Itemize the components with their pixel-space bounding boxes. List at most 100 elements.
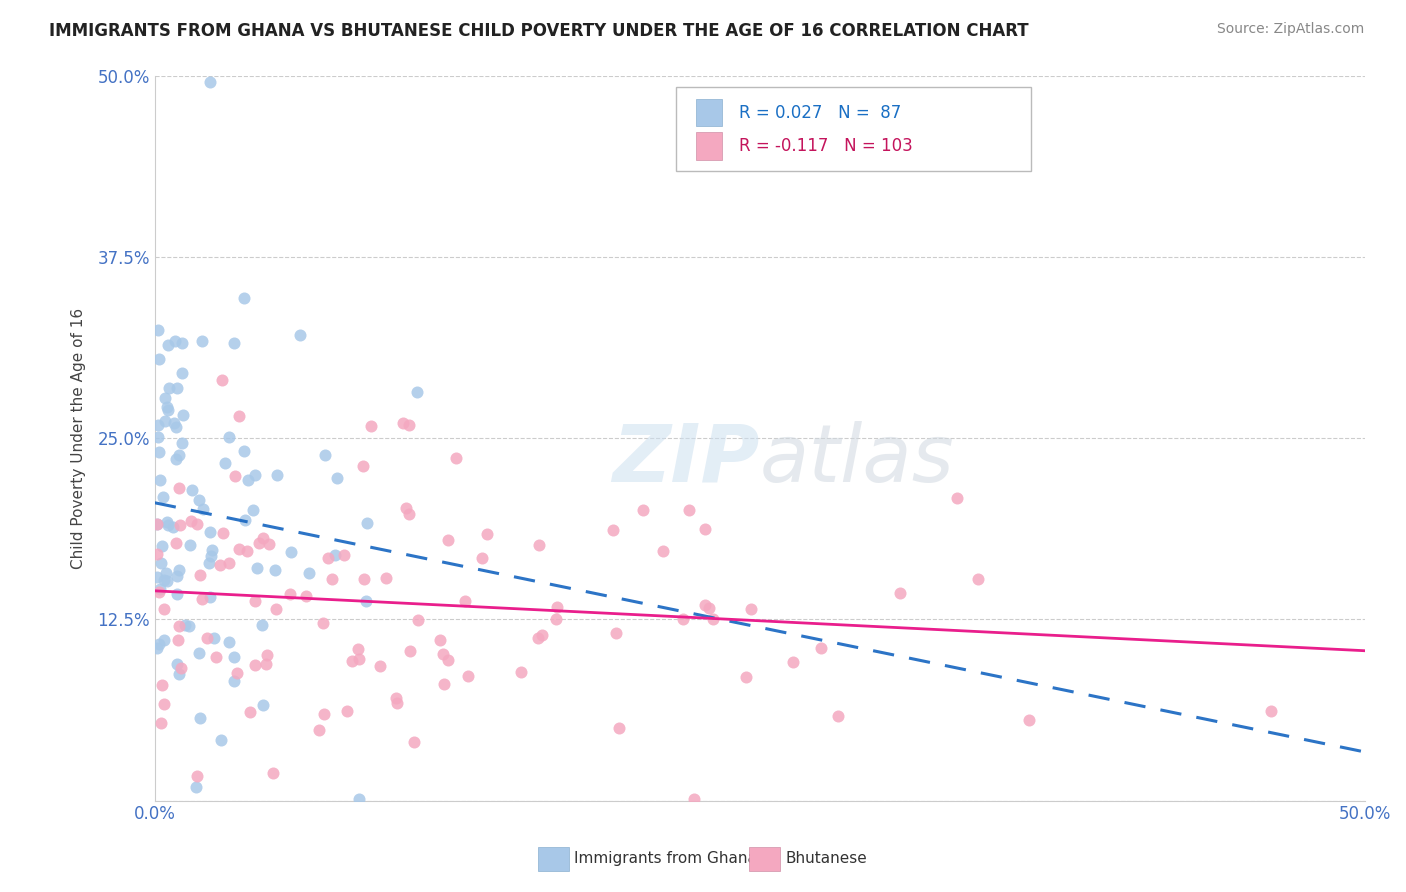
Point — [295, 590, 318, 604]
Text: Immigrants from Ghana: Immigrants from Ghana — [575, 852, 758, 866]
Point — [672, 612, 695, 626]
Point — [146, 570, 169, 584]
Point — [607, 721, 630, 735]
Point — [250, 617, 273, 632]
Point — [312, 616, 335, 631]
Point — [242, 503, 264, 517]
Point — [395, 501, 418, 516]
Point — [695, 522, 717, 536]
Point — [326, 470, 349, 484]
Point — [399, 644, 422, 658]
Point — [298, 566, 321, 580]
Point — [264, 563, 287, 577]
Point — [340, 654, 363, 668]
Point — [186, 780, 208, 794]
Point — [167, 618, 190, 632]
Point — [262, 766, 284, 780]
Point — [152, 602, 174, 616]
Point — [404, 735, 426, 749]
Point — [810, 640, 832, 655]
Point — [252, 531, 274, 545]
Point — [180, 483, 202, 497]
Point — [166, 568, 188, 582]
Point — [165, 451, 187, 466]
Point — [149, 715, 172, 730]
Point — [228, 541, 250, 556]
Point — [218, 634, 240, 648]
Point — [531, 628, 554, 642]
Point — [146, 516, 169, 531]
Point — [278, 587, 301, 601]
Point — [243, 468, 266, 483]
Point — [352, 458, 374, 473]
Point — [243, 593, 266, 607]
Point — [177, 619, 200, 633]
Point — [205, 650, 228, 665]
Point — [336, 704, 359, 718]
Point — [148, 584, 170, 599]
Point — [266, 468, 288, 483]
Point — [191, 591, 214, 606]
Point — [188, 711, 211, 725]
Point — [146, 417, 169, 432]
Point — [162, 519, 184, 533]
Point — [457, 669, 479, 683]
Point — [172, 366, 194, 380]
Point — [170, 661, 193, 675]
Point — [150, 556, 173, 570]
Point — [148, 637, 170, 651]
Point — [153, 697, 176, 711]
Point — [354, 594, 377, 608]
Point — [602, 523, 624, 537]
Text: IMMIGRANTS FROM GHANA VS BHUTANESE CHILD POVERTY UNDER THE AGE OF 16 CORRELATION: IMMIGRANTS FROM GHANA VS BHUTANESE CHILD… — [49, 22, 1029, 40]
Point — [356, 516, 378, 530]
Point — [454, 594, 477, 608]
Point — [651, 544, 673, 558]
Point — [167, 667, 190, 681]
Point — [149, 474, 172, 488]
Point — [157, 338, 180, 352]
Point — [209, 733, 232, 747]
Point — [370, 659, 392, 673]
Point — [406, 384, 429, 399]
Point — [157, 381, 180, 395]
Point — [827, 708, 849, 723]
Point — [243, 657, 266, 672]
Text: atlas: atlas — [759, 421, 955, 499]
Point — [187, 493, 209, 508]
Point — [257, 537, 280, 551]
Point — [433, 676, 456, 690]
Point — [191, 334, 214, 348]
Point — [889, 586, 911, 600]
Point — [475, 526, 498, 541]
FancyBboxPatch shape — [696, 99, 723, 127]
Point — [1018, 713, 1040, 727]
Point — [247, 536, 270, 550]
Point — [436, 533, 458, 547]
Point — [166, 381, 188, 395]
Point — [323, 548, 346, 562]
Point — [163, 417, 186, 431]
Point — [211, 526, 233, 541]
Point — [156, 400, 179, 414]
Point — [191, 502, 214, 516]
FancyBboxPatch shape — [676, 87, 1031, 171]
Point — [966, 573, 988, 587]
Point — [437, 653, 460, 667]
Point — [252, 698, 274, 712]
Point — [148, 351, 170, 366]
Y-axis label: Child Poverty Under the Age of 16: Child Poverty Under the Age of 16 — [72, 308, 86, 568]
Point — [148, 323, 170, 337]
Text: Source: ZipAtlas.com: Source: ZipAtlas.com — [1216, 22, 1364, 37]
Point — [198, 591, 221, 605]
Point — [529, 538, 551, 552]
Point — [256, 648, 278, 663]
Point — [264, 601, 287, 615]
Point — [945, 491, 967, 505]
Point — [233, 513, 256, 527]
Point — [156, 574, 179, 588]
Point — [146, 516, 169, 531]
Point — [201, 543, 224, 558]
Point — [236, 544, 259, 558]
Point — [347, 792, 370, 806]
